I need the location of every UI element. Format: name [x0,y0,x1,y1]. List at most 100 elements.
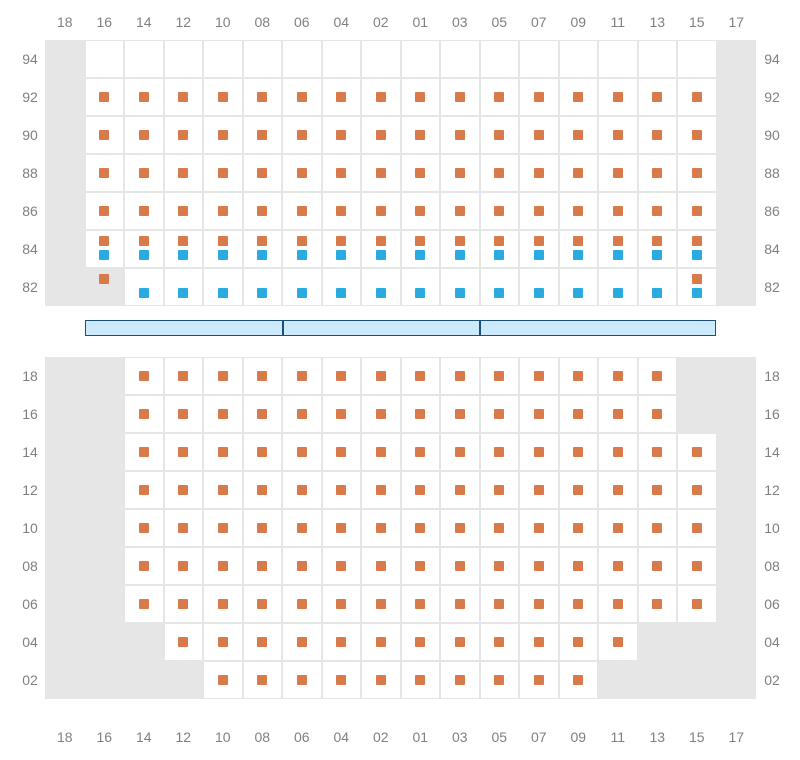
seat-orange[interactable] [692,168,702,178]
seat-orange[interactable] [218,599,228,609]
seat-orange[interactable] [297,675,307,685]
seat-orange[interactable] [218,447,228,457]
seat-orange[interactable] [613,130,623,140]
seat-orange[interactable] [297,447,307,457]
seat-orange[interactable] [336,637,346,647]
seat-orange[interactable] [297,409,307,419]
seat-orange[interactable] [455,92,465,102]
seat-orange[interactable] [139,236,149,246]
seat-orange[interactable] [415,236,425,246]
seat-orange[interactable] [178,485,188,495]
seat-orange[interactable] [573,561,583,571]
seat-orange[interactable] [455,561,465,571]
seat-orange[interactable] [613,561,623,571]
seat-orange[interactable] [613,371,623,381]
seat-orange[interactable] [652,168,662,178]
seat-orange[interactable] [178,371,188,381]
seat-orange[interactable] [415,485,425,495]
seat-orange[interactable] [99,274,109,284]
seat-orange[interactable] [257,130,267,140]
seat-orange[interactable] [613,447,623,457]
seat-blue[interactable] [534,250,544,260]
seat-blue[interactable] [494,250,504,260]
seat-orange[interactable] [652,371,662,381]
seat-orange[interactable] [376,371,386,381]
seat-orange[interactable] [573,371,583,381]
seat-orange[interactable] [534,236,544,246]
seat-orange[interactable] [336,168,346,178]
seat-orange[interactable] [652,523,662,533]
seat-orange[interactable] [336,675,346,685]
seat-orange[interactable] [297,236,307,246]
seat-orange[interactable] [218,92,228,102]
seat-orange[interactable] [692,130,702,140]
seat-orange[interactable] [455,130,465,140]
seat-orange[interactable] [652,447,662,457]
seat-orange[interactable] [218,637,228,647]
seat-orange[interactable] [376,561,386,571]
seat-orange[interactable] [415,447,425,457]
seat-orange[interactable] [652,599,662,609]
seat-blue[interactable] [99,250,109,260]
seat-orange[interactable] [178,92,188,102]
seat-orange[interactable] [573,168,583,178]
seat-blue[interactable] [494,288,504,298]
seat-blue[interactable] [218,250,228,260]
seat-orange[interactable] [573,599,583,609]
seat-orange[interactable] [99,206,109,216]
seat-orange[interactable] [376,92,386,102]
seat-orange[interactable] [257,206,267,216]
seat-orange[interactable] [336,599,346,609]
seat-orange[interactable] [415,599,425,609]
seat-orange[interactable] [376,168,386,178]
seat-orange[interactable] [415,92,425,102]
seat-blue[interactable] [257,288,267,298]
seat-orange[interactable] [534,168,544,178]
seat-orange[interactable] [613,168,623,178]
seat-orange[interactable] [613,523,623,533]
seat-orange[interactable] [218,409,228,419]
seat-blue[interactable] [573,250,583,260]
seat-orange[interactable] [178,599,188,609]
seat-orange[interactable] [257,236,267,246]
seat-orange[interactable] [652,206,662,216]
seat-orange[interactable] [494,447,504,457]
seat-blue[interactable] [297,250,307,260]
seat-orange[interactable] [573,675,583,685]
seat-orange[interactable] [455,637,465,647]
seat-orange[interactable] [178,447,188,457]
seat-orange[interactable] [573,523,583,533]
seat-orange[interactable] [455,675,465,685]
seat-orange[interactable] [455,599,465,609]
seat-orange[interactable] [494,485,504,495]
seat-orange[interactable] [494,523,504,533]
seat-orange[interactable] [415,371,425,381]
seat-orange[interactable] [692,274,702,284]
seat-orange[interactable] [297,92,307,102]
seat-blue[interactable] [139,250,149,260]
seat-orange[interactable] [613,92,623,102]
seat-blue[interactable] [218,288,228,298]
seat-orange[interactable] [534,447,544,457]
seat-blue[interactable] [376,288,386,298]
seat-orange[interactable] [297,371,307,381]
seat-orange[interactable] [376,130,386,140]
seat-orange[interactable] [534,92,544,102]
seat-orange[interactable] [178,168,188,178]
seat-orange[interactable] [692,447,702,457]
seat-orange[interactable] [178,130,188,140]
seat-orange[interactable] [455,485,465,495]
seat-blue[interactable] [336,250,346,260]
seat-orange[interactable] [652,485,662,495]
seat-orange[interactable] [534,675,544,685]
seat-orange[interactable] [692,599,702,609]
seat-orange[interactable] [613,599,623,609]
seat-orange[interactable] [139,206,149,216]
seat-orange[interactable] [139,92,149,102]
seat-orange[interactable] [218,371,228,381]
seat-blue[interactable] [692,288,702,298]
seat-blue[interactable] [573,288,583,298]
seat-orange[interactable] [139,447,149,457]
seat-orange[interactable] [257,599,267,609]
seat-orange[interactable] [455,409,465,419]
